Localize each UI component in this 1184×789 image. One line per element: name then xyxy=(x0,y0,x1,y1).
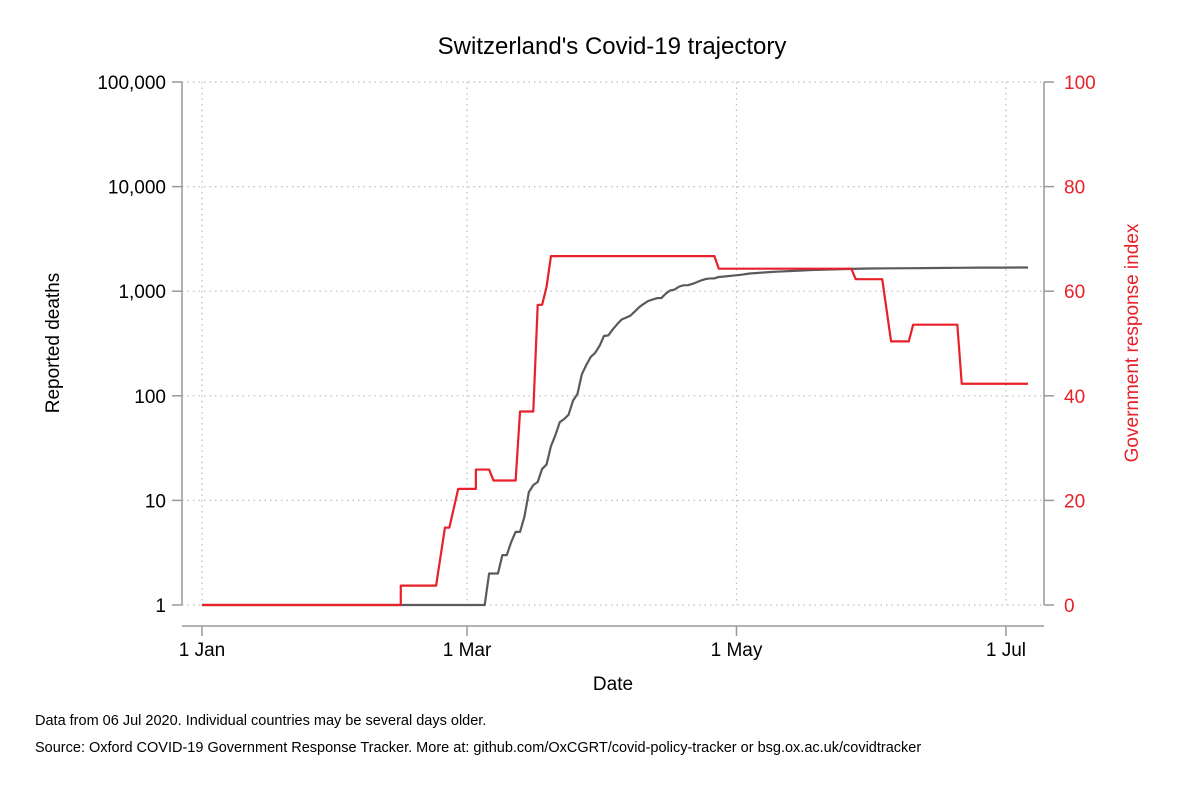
y2-tick-label: 20 xyxy=(1064,491,1085,512)
y-tick-label: 100 xyxy=(134,387,166,408)
y-tick-label: 10,000 xyxy=(108,178,166,199)
grid xyxy=(182,81,1044,606)
y-tick-label: 1 xyxy=(155,596,166,617)
chart-title: Switzerland's Covid-19 trajectory xyxy=(438,33,787,60)
x-axis-ticks: 1 Jan 1 Mar 1 May 1 Jul xyxy=(179,626,1026,661)
x-tick-label: 1 Mar xyxy=(443,640,492,661)
x-tick-label: 1 Jan xyxy=(179,640,225,661)
y2-tick-label: 60 xyxy=(1064,282,1085,303)
x-tick-label: 1 May xyxy=(711,640,763,661)
y2-tick-label: 100 xyxy=(1064,73,1096,94)
y-tick-label: 1,000 xyxy=(118,282,166,303)
y2-tick-label: 40 xyxy=(1064,387,1085,408)
y-axis-title: Reported deaths xyxy=(43,273,64,414)
x-tick-label: 1 Jul xyxy=(986,640,1026,661)
series-line-response-index xyxy=(202,255,1028,607)
y-axis-ticks: 1 10 100 1,000 10,000 100,000 xyxy=(97,73,182,617)
y2-axis-ticks: 0 20 40 60 80 100 xyxy=(1044,73,1096,617)
series-lines xyxy=(202,255,1029,607)
y-tick-label: 100,000 xyxy=(97,73,166,94)
y2-axis-title: Government response index xyxy=(1122,223,1143,462)
footnote-data-date: Data from 06 Jul 2020. Individual countr… xyxy=(35,713,486,729)
footnote-source: Source: Oxford COVID-19 Government Respo… xyxy=(35,740,921,756)
y2-tick-label: 0 xyxy=(1064,596,1075,617)
y2-tick-label: 80 xyxy=(1064,178,1085,199)
series-line-deaths xyxy=(202,266,1029,607)
y-tick-label: 10 xyxy=(145,491,166,512)
x-axis-title: Date xyxy=(593,674,633,695)
